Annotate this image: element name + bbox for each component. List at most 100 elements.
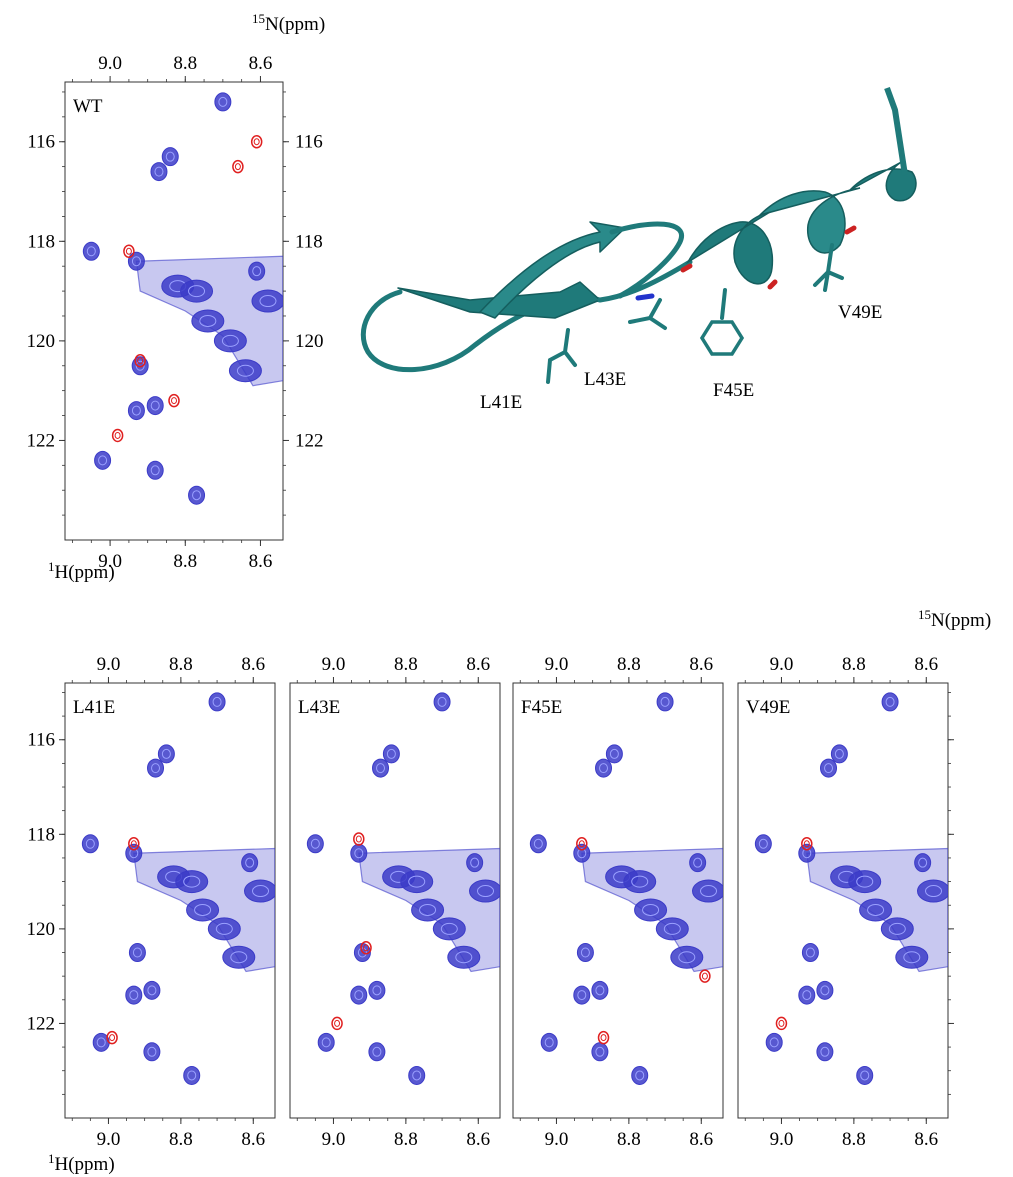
reference-peak bbox=[830, 744, 848, 764]
reference-peak bbox=[400, 870, 434, 894]
alpha-helix bbox=[686, 86, 917, 285]
x-tick-label-bottom: 8.8 bbox=[394, 1129, 418, 1150]
reference-peak bbox=[816, 980, 834, 1000]
mutant-peak bbox=[232, 159, 244, 174]
reference-peak bbox=[94, 450, 112, 470]
reference-peak bbox=[146, 460, 164, 480]
structure-label-l41e: L41E bbox=[480, 392, 522, 413]
mutant-peak bbox=[128, 837, 140, 851]
x-tick-label-bottom: 9.0 bbox=[770, 1129, 794, 1150]
reference-peak-contour bbox=[96, 1037, 106, 1048]
spectrum-panel-wt: WT 9.0 9.0 8.8 8.8 8.6 8.6 116 116 118 118 120 120 12… bbox=[27, 53, 324, 572]
x-tick-label-top: 9.0 bbox=[97, 654, 121, 675]
reference-peak bbox=[591, 980, 609, 1000]
reference-peak-contour bbox=[437, 696, 447, 707]
reference-peak-contour bbox=[805, 947, 815, 958]
reference-peak-contour bbox=[824, 763, 834, 774]
reference-peak bbox=[433, 692, 451, 712]
reference-peak-contour bbox=[245, 857, 255, 868]
peaks-layer bbox=[82, 92, 283, 505]
x-tick-label-top: 9.0 bbox=[98, 53, 122, 74]
reference-peak bbox=[82, 241, 100, 261]
y-tick-label-left: 120 bbox=[27, 331, 56, 352]
y-tick-label-left: 118 bbox=[27, 231, 55, 252]
x-tick-label-top: 8.6 bbox=[249, 53, 273, 74]
reference-peak bbox=[573, 985, 591, 1005]
reference-peak-contour bbox=[834, 748, 844, 759]
reference-peak-contour bbox=[215, 922, 233, 935]
x-tick-label-bottom: 8.8 bbox=[169, 1129, 193, 1150]
reference-peak-contour bbox=[660, 696, 670, 707]
panel-label: F45E bbox=[521, 697, 562, 718]
x-tick-label-bottom: 9.0 bbox=[97, 1129, 121, 1150]
reference-peak bbox=[372, 758, 390, 778]
mutant-peak bbox=[597, 1030, 610, 1045]
mutant-peak-contour bbox=[701, 972, 708, 980]
reference-peak bbox=[848, 870, 882, 894]
reference-peak bbox=[146, 396, 164, 416]
mutant-peak bbox=[801, 837, 813, 851]
reference-peak bbox=[213, 329, 247, 353]
reference-peak-contour bbox=[678, 951, 696, 964]
heteroatoms bbox=[635, 225, 857, 301]
reference-peak-contour bbox=[236, 364, 254, 377]
mutant-peak-contour bbox=[137, 357, 144, 365]
reference-peak-contour bbox=[321, 1037, 331, 1048]
reference-peak-contour bbox=[888, 922, 906, 935]
mutant-peak bbox=[111, 428, 124, 443]
reference-peak-contour bbox=[357, 947, 367, 958]
reference-peak-contour bbox=[860, 1070, 870, 1081]
y-tick-label-right: 116 bbox=[295, 132, 323, 153]
reference-peak bbox=[692, 879, 723, 903]
x-tick-label-top: 9.0 bbox=[545, 654, 569, 675]
reference-peak-contour bbox=[769, 1037, 779, 1048]
reference-peak-contour bbox=[693, 857, 703, 868]
reference-peak-contour bbox=[663, 922, 681, 935]
reference-peak-contour bbox=[599, 763, 609, 774]
reference-peak-contour bbox=[85, 838, 95, 849]
reference-peak-contour bbox=[183, 875, 201, 888]
reference-peak bbox=[408, 1065, 426, 1085]
reference-peak-contour bbox=[820, 985, 830, 996]
reference-peak-contour bbox=[595, 985, 605, 996]
reference-peak-contour bbox=[386, 748, 396, 759]
peaks-layer bbox=[81, 692, 275, 1085]
reference-peak bbox=[634, 898, 668, 922]
reference-peak-contour bbox=[918, 857, 928, 868]
reference-peak-contour bbox=[577, 990, 587, 1001]
reference-peak bbox=[469, 879, 500, 903]
reference-peak-contour bbox=[147, 1046, 157, 1057]
mutant-peak-contour bbox=[130, 840, 137, 848]
reference-peak bbox=[183, 1065, 201, 1085]
spectrum-panel-v49e: V49E 9.0 9.0 8.8 8.8 8.6 8.6 bbox=[737, 654, 954, 1150]
reference-peak-contour bbox=[376, 763, 386, 774]
reference-peak bbox=[306, 834, 324, 854]
nitrogen-atom bbox=[635, 293, 655, 301]
reference-peak-contour bbox=[544, 1037, 554, 1048]
reference-peak-contour bbox=[86, 246, 96, 257]
x-tick-label-top: 8.8 bbox=[394, 654, 418, 675]
reference-peak-contour bbox=[885, 696, 895, 707]
reference-peak-contour bbox=[609, 748, 619, 759]
reference-peak bbox=[208, 692, 226, 712]
reference-peak bbox=[917, 879, 948, 903]
mutant-peak bbox=[576, 837, 588, 851]
mutant-peak bbox=[331, 1016, 343, 1031]
reference-peak bbox=[241, 853, 259, 873]
reference-peak-contour bbox=[151, 763, 161, 774]
reference-peak-contour bbox=[867, 903, 885, 916]
reference-peak-contour bbox=[419, 903, 437, 916]
reference-peak bbox=[350, 985, 368, 1005]
reference-peak bbox=[670, 945, 704, 969]
reference-peak-contour bbox=[187, 1070, 197, 1081]
mutant-peak-contour bbox=[114, 431, 121, 439]
reference-peak bbox=[251, 289, 283, 313]
x-tick-label-top: 8.8 bbox=[169, 654, 193, 675]
structure-label-v49e: V49E bbox=[838, 302, 882, 323]
x-tick-label-top: 8.8 bbox=[842, 654, 866, 675]
reference-peak-contour bbox=[455, 951, 473, 964]
reference-peak-contour bbox=[252, 266, 262, 277]
x-tick-label-top: 8.6 bbox=[466, 654, 490, 675]
reference-peak bbox=[125, 985, 143, 1005]
